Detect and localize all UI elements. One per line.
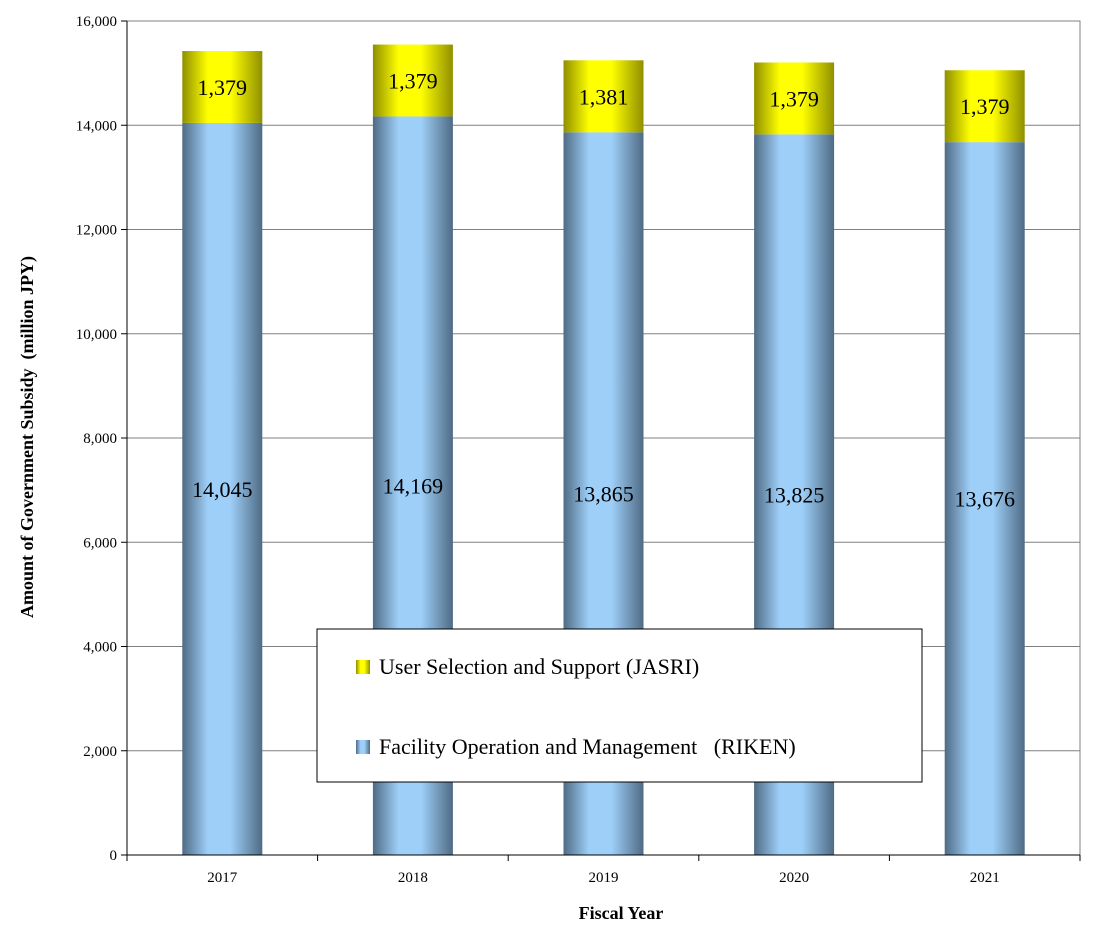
data-label: 1,379 [198, 75, 248, 100]
data-label: 14,169 [383, 474, 444, 499]
bar-riken-2017 [182, 122, 263, 856]
x-axis-title: Fiscal Year [579, 903, 664, 923]
y-tick-label: 6,000 [83, 535, 117, 551]
legend-label-riken: Facility Operation and Management (RIKEN… [379, 734, 796, 759]
y-tick-label: 0 [110, 848, 118, 864]
bar-jasri-2020 [754, 62, 835, 135]
bar-jasri-2018 [372, 44, 453, 117]
x-tick-label: 2019 [589, 870, 619, 886]
legend-swatch-riken [356, 740, 370, 754]
bar-jasri-2021 [944, 70, 1025, 143]
bar-jasri-2017 [182, 51, 263, 123]
data-label: 1,379 [960, 94, 1010, 119]
data-label: 13,865 [573, 482, 634, 507]
data-label: 13,825 [764, 483, 825, 508]
x-tick-label: 2021 [970, 870, 1000, 886]
legend-swatch-jasri [356, 660, 370, 674]
data-label: 1,379 [769, 86, 819, 111]
legend: User Selection and Support (JASRI) Facil… [316, 628, 923, 783]
y-tick-label: 10,000 [76, 327, 117, 343]
y-axis-title: Amount of Government Subsidy (million JP… [17, 256, 38, 618]
legend-label-jasri: User Selection and Support (JASRI) [379, 654, 699, 679]
legend-box [316, 628, 923, 783]
data-label: 13,676 [954, 487, 1015, 512]
y-tick-label: 8,000 [83, 431, 117, 447]
x-tick-label: 2017 [207, 870, 238, 886]
bar-jasri-2019 [563, 60, 644, 133]
y-tick-label: 12,000 [76, 223, 117, 239]
data-labels: 14,045 1,379 14,169 1,379 13,865 1,381 13,825 1… [192, 69, 1015, 512]
bar-riken-2021 [944, 142, 1025, 856]
y-tick-label: 4,000 [83, 640, 117, 656]
data-label: 14,045 [192, 477, 253, 502]
data-label: 1,379 [388, 69, 438, 94]
data-label: 1,381 [579, 84, 629, 109]
y-tick-label: 14,000 [76, 118, 117, 134]
y-tick-label: 16,000 [76, 14, 117, 30]
x-tick-label: 2018 [398, 870, 428, 886]
x-tick-label: 2020 [779, 870, 809, 886]
axes: 0 2,000 4,000 6,000 8,000 10,000 12,000 14,000 1… [76, 14, 1081, 886]
y-tick-label: 2,000 [83, 744, 117, 760]
